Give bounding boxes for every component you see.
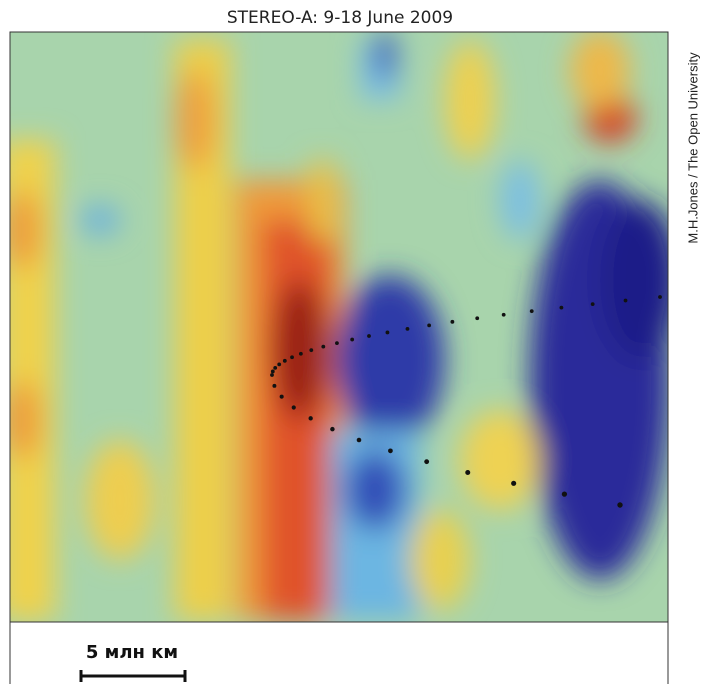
- heatmap: [10, 32, 668, 622]
- trajectory-dot: [427, 323, 432, 328]
- trajectory-dot: [309, 348, 314, 353]
- trajectory-dot: [511, 480, 517, 486]
- trajectory-dot: [272, 383, 277, 388]
- trajectory-dot: [270, 369, 275, 374]
- trajectory-dot: [559, 305, 564, 310]
- trajectory-dot: [291, 405, 296, 410]
- trajectory-dot: [623, 298, 628, 303]
- trajectory-dot: [277, 362, 282, 367]
- trajectory-dot: [330, 426, 335, 432]
- trajectory-dot: [465, 470, 471, 475]
- title: STEREO-A: 9-18 June 2009: [227, 8, 453, 28]
- trajectory-dot: [450, 319, 455, 324]
- trajectory-dot: [405, 327, 410, 331]
- trajectory-dot: [308, 416, 313, 421]
- trajectory-dot: [279, 394, 284, 399]
- trajectory-dot: [561, 491, 568, 497]
- trajectory-dot: [475, 316, 480, 321]
- trajectory-dot: [529, 309, 534, 314]
- trajectory-dot: [270, 373, 274, 377]
- trajectory-dot: [501, 312, 506, 317]
- trajectory-dot: [367, 334, 371, 338]
- credit: M.H.Jones / The Open University: [685, 52, 700, 244]
- trajectory-dot: [356, 437, 362, 443]
- trajectory-dot: [321, 344, 326, 349]
- trajectory-dot: [335, 341, 339, 345]
- trajectory-dot: [298, 351, 303, 356]
- trajectory-dot: [590, 302, 595, 306]
- trajectory-dot: [658, 295, 662, 299]
- trajectory-dot: [273, 366, 278, 370]
- trajectory-dot: [385, 330, 390, 335]
- trajectory-dot: [282, 358, 287, 363]
- scale-panel: [9, 621, 669, 684]
- scale-label: 5 млн км: [86, 642, 178, 663]
- trajectory-dot: [350, 337, 355, 342]
- trajectory-dot: [388, 448, 393, 454]
- trajectory-dot: [617, 502, 623, 508]
- trajectory-dot: [424, 459, 430, 465]
- trajectory-dot: [290, 355, 294, 360]
